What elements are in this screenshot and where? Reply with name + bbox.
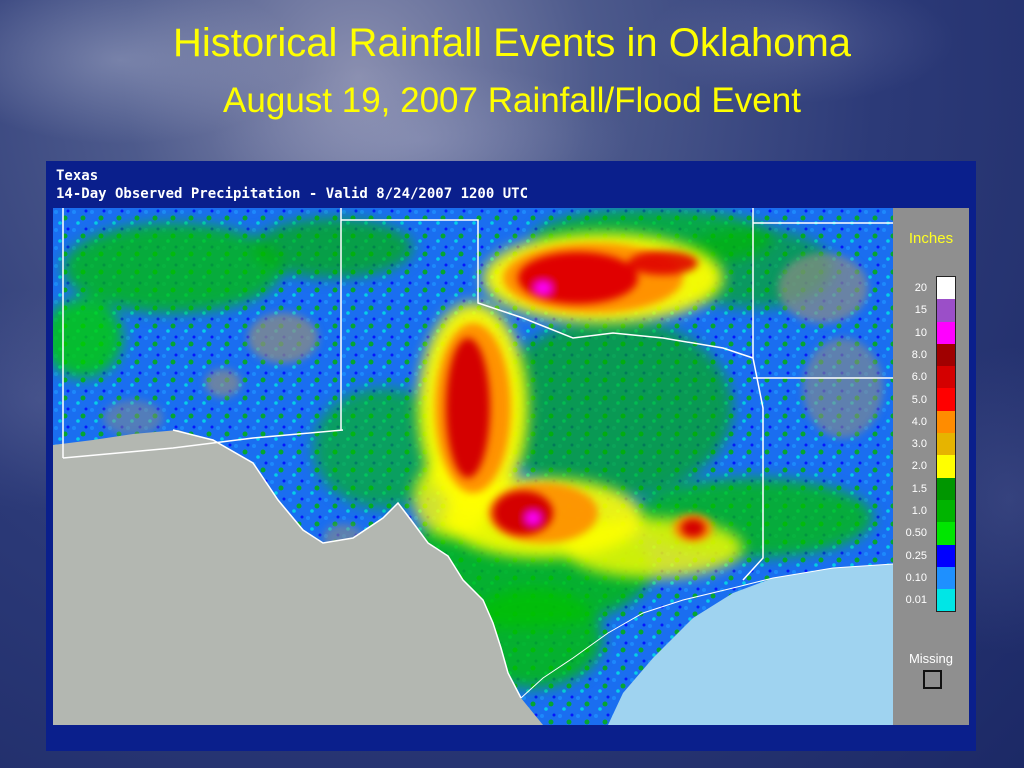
- slide-title: Historical Rainfall Events in Oklahoma: [172, 21, 852, 65]
- legend-swatch: [937, 589, 955, 612]
- boundary-lines: [62, 208, 893, 699]
- map-header: Texas 14-Day Observed Precipitation - Va…: [56, 167, 528, 203]
- legend-swatch: [937, 343, 955, 367]
- legend-swatch: [937, 566, 955, 590]
- legend-swatch: [937, 321, 955, 344]
- slide-subtitle: August 19, 2007 Rainfall/Flood Event: [223, 81, 801, 120]
- precipitation-map: [53, 208, 893, 725]
- precip-legend: Inches 20 15 10 8.0 6.0 5.0 4.0 3.0 2.0 1.5 1.0 0.5…: [893, 208, 969, 725]
- legend-swatch: [937, 277, 955, 300]
- legend-units: Inches: [908, 230, 954, 247]
- legend-label: 8.0: [911, 348, 927, 361]
- legend-label: 6.0: [911, 371, 927, 384]
- legend-swatch: [937, 499, 955, 523]
- legend-label: 1.0: [911, 505, 927, 517]
- legend-swatch: [937, 410, 955, 434]
- legend-swatch: [937, 477, 955, 500]
- legend-label: 3.0: [911, 438, 927, 451]
- extreme-rainfall-cores: [446, 251, 705, 537]
- legend-label: 4.0: [911, 415, 927, 428]
- legend-swatch: [937, 544, 955, 567]
- map-product-label: 14-Day Observed Precipitation - Valid 8/…: [56, 186, 529, 202]
- legend-label: 1.5: [911, 482, 927, 495]
- legend-swatch: [937, 433, 955, 456]
- legend-label: 0.10: [905, 571, 927, 584]
- legend-swatch: [937, 388, 955, 411]
- legend-swatch: [937, 455, 955, 478]
- legend-label: 5.0: [911, 393, 927, 406]
- legend-label: 10: [914, 326, 927, 339]
- gulf-of-mexico: [608, 564, 893, 725]
- legend-label: 15: [914, 304, 927, 317]
- legend-swatch: [937, 299, 955, 322]
- precipitation-map-panel: Texas 14-Day Observed Precipitation - Va…: [46, 161, 976, 751]
- legend-missing-label: Missing: [908, 651, 954, 666]
- legend-label: 0.25: [905, 549, 927, 562]
- legend-label: 20: [914, 282, 927, 294]
- legend-label: 2.0: [911, 460, 927, 473]
- legend-label: 0.50: [905, 527, 927, 540]
- low-precip-patches: [103, 253, 883, 552]
- legend-swatch: [937, 366, 955, 389]
- mexico-land: [53, 430, 543, 725]
- map-region-label: Texas: [56, 168, 99, 184]
- legend-label: 0.01: [905, 594, 927, 607]
- legend-missing-swatch: [923, 670, 942, 689]
- legend-swatch: [937, 522, 955, 545]
- legend-color-bar: [936, 276, 956, 613]
